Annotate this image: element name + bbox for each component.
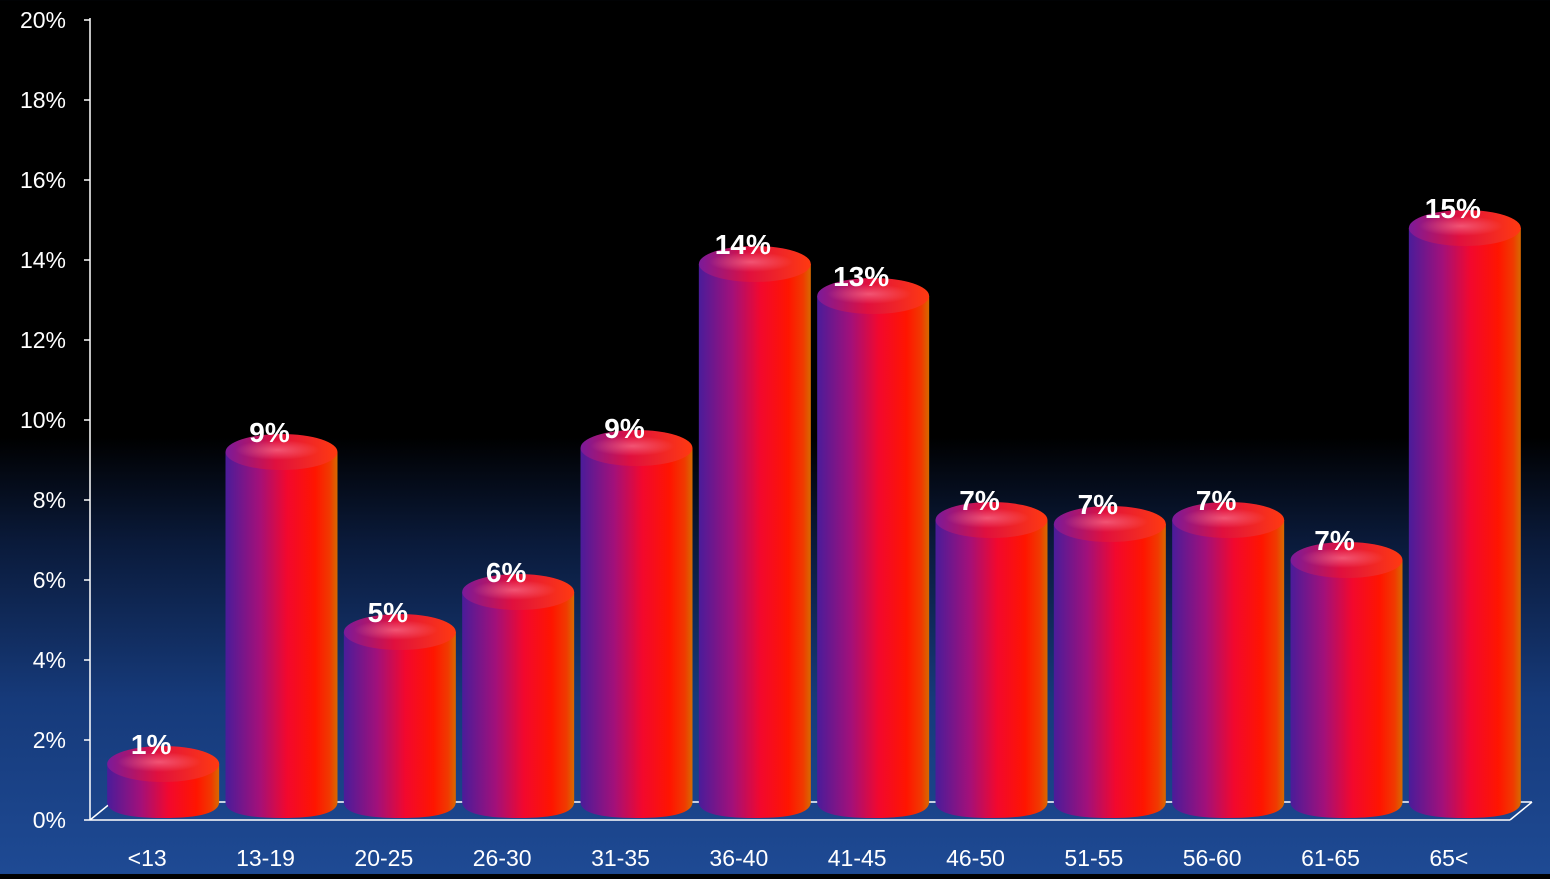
bar-body [698, 264, 811, 818]
bar-body [1172, 520, 1285, 818]
value-label: 6% [486, 557, 527, 588]
bar-body [1053, 524, 1166, 818]
x-tick-label: 26-30 [473, 845, 532, 871]
y-tick-label: 2% [33, 727, 66, 753]
bar-top-highlight [945, 508, 1030, 528]
bar-top-highlight [1300, 548, 1385, 568]
bar-26-30 [462, 574, 575, 818]
bar-36-40 [698, 246, 811, 818]
bar-41-45 [817, 278, 930, 818]
value-label: 7% [1196, 485, 1237, 516]
bar-body [1290, 560, 1403, 818]
value-label: 7% [1078, 489, 1119, 520]
bar-61-65 [1290, 542, 1403, 818]
y-tick-label: 6% [33, 567, 66, 593]
bar-top-highlight [590, 436, 675, 456]
y-tick-label: 18% [20, 87, 66, 113]
x-tick-label: 51-55 [1064, 845, 1123, 871]
bar-<13 [107, 746, 220, 818]
y-tick-label: 12% [20, 327, 66, 353]
bar-body [935, 520, 1048, 818]
y-tick-label: 16% [20, 167, 66, 193]
x-tick-label: 20-25 [354, 845, 413, 871]
bar-top-highlight [117, 752, 202, 772]
y-tick-label: 14% [20, 247, 66, 273]
bar-body [580, 448, 693, 818]
x-tick-label: 41-45 [828, 845, 887, 871]
value-label: 9% [604, 413, 645, 444]
value-label: 15% [1425, 193, 1481, 224]
bar-body [343, 632, 456, 818]
axes: 0% 2% 4% 6% 8% 10% 12% 14% 16% 18% 20% [20, 7, 1533, 833]
bar-top-highlight [1063, 512, 1148, 532]
y-tick-label: 10% [20, 407, 66, 433]
bar-51-55 [1053, 506, 1166, 818]
x-tick-label: 65< [1429, 845, 1468, 871]
x-tick-label: 36-40 [709, 845, 768, 871]
bar-top-highlight [472, 580, 557, 600]
bar-body [462, 592, 575, 818]
bar-body [817, 296, 930, 818]
bar-top-highlight [827, 284, 912, 304]
bar-56-60 [1172, 502, 1285, 818]
bar-31-35 [580, 430, 693, 818]
bar-65< [1408, 210, 1521, 818]
bar-body [1408, 228, 1521, 818]
bar-top-highlight [353, 620, 438, 640]
bar-46-50 [935, 502, 1048, 818]
floor-right-edge [1509, 801, 1533, 821]
bar-top-highlight [1418, 216, 1503, 236]
x-tick-label: 46-50 [946, 845, 1005, 871]
y-tick-label: 0% [33, 807, 66, 833]
x-tick-label: 31-35 [591, 845, 650, 871]
x-tick-label: <13 [128, 845, 167, 871]
value-label: 1% [131, 729, 172, 760]
bar-13-19 [225, 434, 338, 818]
value-label: 14% [715, 229, 771, 260]
x-tick-label: 61-65 [1301, 845, 1360, 871]
bar-top-highlight [708, 252, 793, 272]
bar-top-highlight [235, 440, 320, 460]
value-label: 7% [959, 485, 1000, 516]
bar-body [225, 452, 338, 818]
bar-20-25 [343, 614, 456, 818]
x-tick-label: 56-60 [1183, 845, 1242, 871]
value-label: 13% [833, 261, 889, 292]
bar-top-highlight [1182, 508, 1267, 528]
value-label: 5% [368, 597, 409, 628]
y-tick-label: 4% [33, 647, 66, 673]
y-tick-label: 8% [33, 487, 66, 513]
y-tick-label: 20% [20, 7, 66, 33]
value-label: 7% [1314, 525, 1355, 556]
value-label: 9% [249, 417, 290, 448]
bars-group [107, 210, 1521, 818]
x-tick-label: 13-19 [236, 845, 295, 871]
value-labels-group: 1% <13 9% 13-19 5% 20-25 6% 26-30 9% 31-35 14% 36-4… [128, 193, 1481, 871]
